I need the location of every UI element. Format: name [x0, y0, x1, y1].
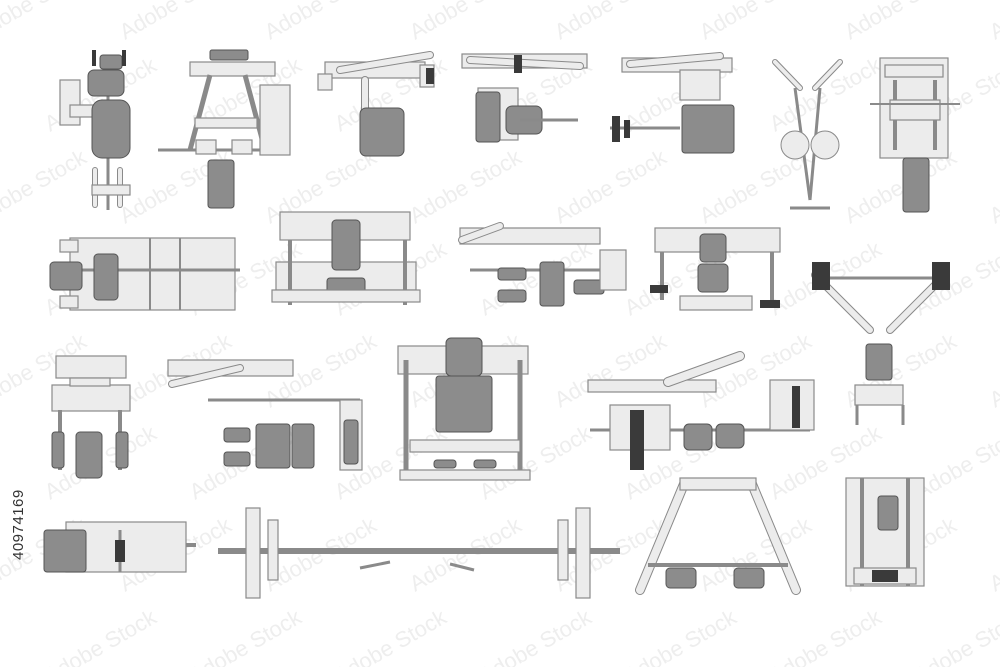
watermark-text: Adobe Stock — [695, 0, 816, 44]
machine-olympic-bar — [218, 507, 620, 599]
machine-incline-press — [650, 227, 781, 311]
machine-decline-press — [811, 262, 950, 425]
machine-smith-chair — [397, 337, 531, 481]
machine-cable-crossover — [772, 59, 843, 210]
machine-wide-bench-press — [271, 211, 421, 305]
machine-weight-stack — [845, 477, 925, 587]
watermark-text: Adobe Stock — [550, 144, 671, 229]
watermark-text: Adobe Stock — [475, 604, 596, 667]
machine-seated-station — [870, 57, 960, 213]
watermark-text: Adobe Stock — [985, 328, 1000, 413]
machine-lever-row — [610, 52, 735, 154]
watermark-text: Adobe Stock — [405, 144, 526, 229]
machine-pullover — [458, 222, 627, 307]
watermark-text: Adobe Stock — [550, 328, 671, 413]
machine-a-frame-rack — [635, 477, 801, 595]
watermark-text: Adobe Stock — [550, 0, 671, 44]
watermark-text: Adobe Stock — [115, 0, 236, 44]
watermark-text: Adobe Stock — [910, 604, 1000, 667]
machine-shoulder-press — [158, 49, 291, 209]
machine-seated-row — [167, 359, 363, 471]
machine-lat-arm-b — [461, 53, 588, 143]
watermark-text: Adobe Stock — [405, 0, 526, 44]
watermark-text: Adobe Stock — [765, 52, 886, 137]
machine-lying-leg-curl — [587, 351, 815, 470]
machines-group — [43, 49, 960, 599]
machine-lat-arm-a — [317, 51, 435, 157]
watermark-text: Adobe Stock — [0, 0, 91, 44]
watermark-text: Adobe Stock — [765, 604, 886, 667]
watermark-text: Adobe Stock — [405, 512, 526, 597]
watermark-text: Adobe Stock — [985, 144, 1000, 229]
watermark-text: Adobe Stock — [620, 604, 741, 667]
watermark-text: Adobe Stock — [840, 0, 961, 44]
watermark-text: Adobe Stock — [185, 604, 306, 667]
watermark-text: Adobe Stock — [0, 144, 91, 229]
watermark-text: Adobe Stock — [985, 512, 1000, 597]
watermark-text: Adobe Stock — [330, 604, 451, 667]
watermark-text: Adobe Stock — [40, 604, 161, 667]
watermark-text: Adobe Stock — [985, 0, 1000, 44]
stock-image-id: 40974169 — [10, 489, 27, 560]
watermark-text: Adobe Stock — [260, 0, 381, 44]
machine-glute-bench — [43, 521, 196, 573]
machine-leg-press — [49, 237, 240, 311]
machine-chest-press-a — [59, 50, 131, 210]
machine-pec-deck — [51, 355, 131, 479]
watermark-text: Adobe Stock — [475, 236, 596, 321]
